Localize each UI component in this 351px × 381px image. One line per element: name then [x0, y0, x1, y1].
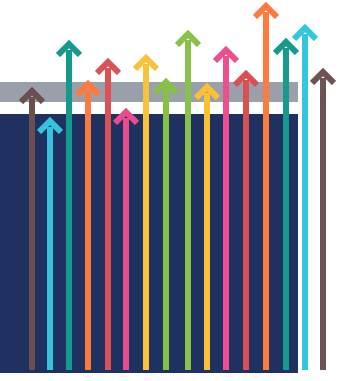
arrow-red-2 [232, 69, 260, 370]
arrow-orange-2-head [252, 1, 280, 20]
arrow-red-2-head [232, 69, 260, 88]
arrow-pink-1 [112, 107, 140, 370]
arrow-orange-1-head [74, 79, 102, 98]
arrow-yellow-2-head [193, 82, 221, 101]
arrow-yellow-1 [132, 53, 160, 370]
arrow-red-1 [94, 57, 122, 370]
arrow-cyan-1-head [36, 116, 64, 135]
arrows-group [18, 1, 337, 370]
arrow-teal-2 [272, 37, 300, 370]
arrow-yellow-1-head [132, 53, 160, 72]
arrow-green-1-head [152, 77, 180, 96]
arrow-pink-1-head [112, 107, 140, 126]
arrow-orange-1 [74, 79, 102, 370]
arrow-red-1-head [94, 57, 122, 76]
arrow-brown-1-head [18, 86, 46, 105]
arrow-green-2-head [174, 29, 202, 48]
arrow-pink-2-head [212, 45, 240, 64]
arrow-green-1 [152, 77, 180, 370]
arrow-brown-1 [18, 86, 46, 370]
arrow-teal-1-head [55, 39, 83, 58]
arrow-green-2 [174, 29, 202, 370]
arrow-cyan-2-head [291, 23, 319, 42]
arrow-teal-1 [55, 39, 83, 370]
arrow-brown-2-head [309, 67, 337, 86]
arrow-orange-2 [252, 1, 280, 370]
arrow-cyan-1 [36, 116, 64, 370]
arrow-yellow-2 [193, 82, 221, 370]
arrow-brown-2 [309, 67, 337, 370]
arrow-teal-2-head [272, 37, 300, 56]
arrow-cyan-2 [291, 23, 319, 370]
arrow-pink-2 [212, 45, 240, 370]
